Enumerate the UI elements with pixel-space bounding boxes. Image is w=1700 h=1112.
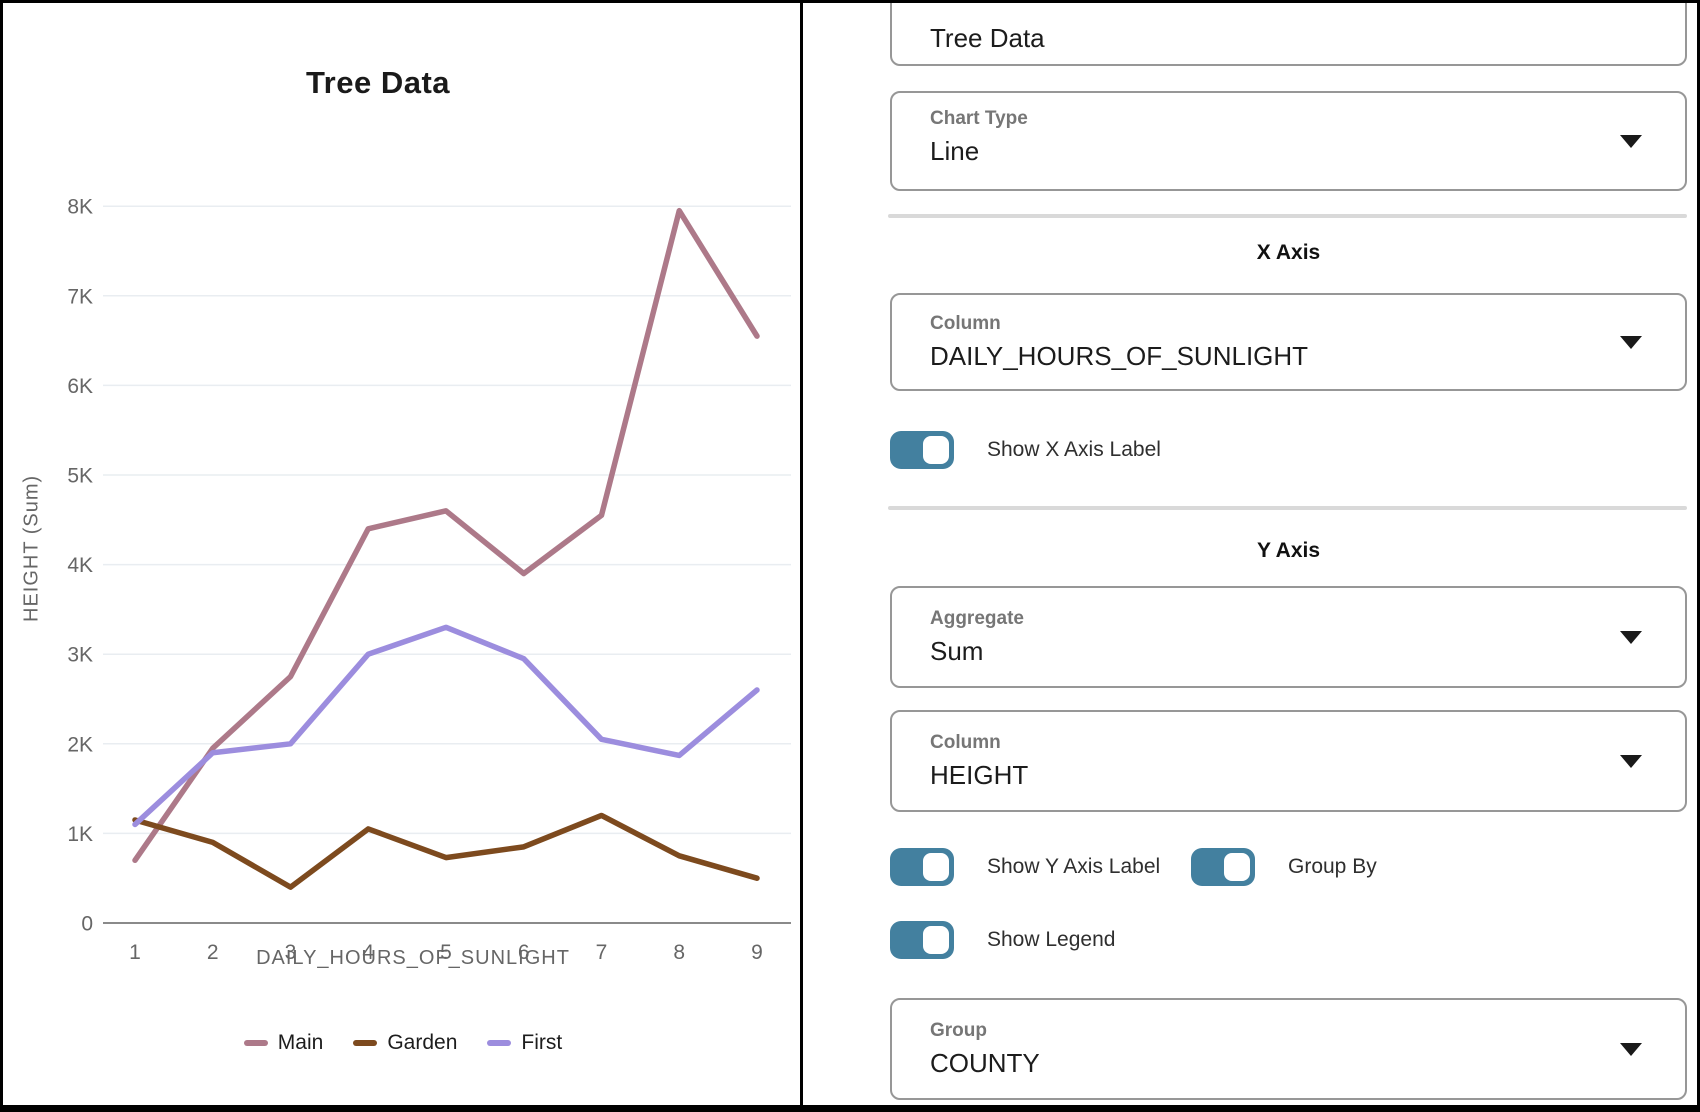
x-tick-label: 3	[285, 941, 297, 964]
chart-type-value: Line	[930, 136, 980, 166]
show-legend-text: Show Legend	[987, 928, 1116, 951]
toggle-knob	[923, 853, 949, 881]
section-divider	[888, 506, 1687, 510]
legend-swatch	[243, 1040, 268, 1046]
x-tick-label: 1	[129, 941, 141, 964]
aggregate-label: Aggregate	[930, 608, 1024, 629]
y-axis-column-label: Column	[930, 732, 1001, 753]
chart-pane: Tree Data HEIGHT (Sum) 0 1K 2K 3K 4K 5K 6K 7K 8K…	[3, 3, 800, 1105]
group-by-text: Group By	[1288, 855, 1377, 878]
caret-down-icon	[1620, 1043, 1642, 1056]
show-x-axis-label-toggle[interactable]	[890, 431, 954, 469]
x-tick-label: 5	[440, 941, 452, 964]
legend-label: Garden	[387, 1031, 458, 1054]
settings-panel: Chart Type Line X Axis Column DAILY_HOUR…	[800, 3, 1697, 1105]
section-divider	[888, 214, 1687, 218]
x-axis-toggle-row: Show X Axis Label	[803, 431, 1697, 469]
x-tick-label: 8	[673, 941, 685, 964]
x-tick-label: 9	[751, 941, 763, 964]
y-axis-section-heading: Y Axis	[1256, 539, 1321, 562]
show-y-axis-label-toggle[interactable]	[890, 848, 954, 886]
legend-label: Main	[277, 1031, 324, 1054]
toggle-knob	[923, 926, 949, 954]
group-select[interactable]: Group COUNTY	[890, 998, 1687, 1100]
chart-legend: Main Garden First	[3, 1031, 803, 1055]
y-tick-label: 0	[81, 913, 93, 936]
group-by-toggle[interactable]	[1191, 848, 1255, 886]
chart-title: Tree Data	[305, 65, 451, 100]
x-axis-column-value: DAILY_HOURS_OF_SUNLIGHT	[930, 341, 1309, 371]
legend-item-first: First	[487, 1031, 562, 1055]
x-axis-column-label: Column	[930, 313, 1001, 334]
y-tick-label: 2K	[67, 733, 93, 756]
series-line-garden	[132, 812, 760, 890]
series-line-first	[132, 624, 760, 828]
legend-item-garden: Garden	[353, 1031, 457, 1055]
x-tick-label: 2	[207, 941, 219, 964]
y-axis-toggle-row: Show Y Axis Label Group By	[803, 848, 1697, 886]
toggle-knob	[1224, 853, 1250, 881]
show-y-axis-label-text: Show Y Axis Label	[987, 855, 1161, 878]
legend-item-main: Main	[243, 1031, 324, 1055]
y-tick-label: 8K	[67, 196, 93, 219]
legend-swatch	[353, 1040, 378, 1046]
caret-down-icon	[1620, 336, 1642, 349]
y-tick-label: 4K	[67, 554, 93, 577]
line-chart: 0 1K 2K 3K 4K 5K 6K 7K 8K 1 2 3 4 5 6 7 8 9	[67, 196, 791, 964]
y-tick-label: 3K	[67, 644, 93, 667]
y-axis-column-select[interactable]: Column HEIGHT	[890, 710, 1687, 812]
caret-down-icon	[1620, 135, 1642, 148]
show-legend-toggle[interactable]	[890, 921, 954, 959]
x-tick-label: 4	[362, 941, 374, 964]
caret-down-icon	[1620, 755, 1642, 768]
chart-type-select[interactable]: Chart Type Line	[890, 91, 1687, 191]
x-axis-column-select[interactable]: Column DAILY_HOURS_OF_SUNLIGHT	[890, 293, 1687, 391]
y-tick-label: 7K	[67, 285, 93, 308]
y-tick-label: 6K	[67, 375, 93, 398]
show-x-axis-label-text: Show X Axis Label	[987, 438, 1161, 461]
x-axis-title: DAILY_HOURS_OF_SUNLIGHT	[256, 947, 570, 969]
legend-swatch	[487, 1040, 512, 1046]
legend-label: First	[521, 1031, 563, 1054]
chart-type-label: Chart Type	[930, 108, 1028, 129]
caret-down-icon	[1620, 631, 1642, 644]
group-label: Group	[930, 1020, 987, 1041]
x-tick-label: 6	[518, 941, 530, 964]
x-tick-label: 7	[596, 941, 608, 964]
series-line-main	[132, 207, 760, 864]
y-tick-label: 5K	[67, 465, 93, 488]
chart-title-input[interactable]	[890, 3, 1687, 66]
toggle-knob	[923, 436, 949, 464]
y-tick-label: 1K	[67, 823, 93, 846]
aggregate-value: Sum	[930, 636, 984, 666]
legend-toggle-row: Show Legend	[803, 921, 1697, 959]
x-axis-section-heading: X Axis	[1256, 241, 1321, 264]
y-axis-column-value: HEIGHT	[930, 760, 1029, 790]
aggregate-select[interactable]: Aggregate Sum	[890, 586, 1687, 688]
group-value: COUNTY	[930, 1048, 1040, 1078]
